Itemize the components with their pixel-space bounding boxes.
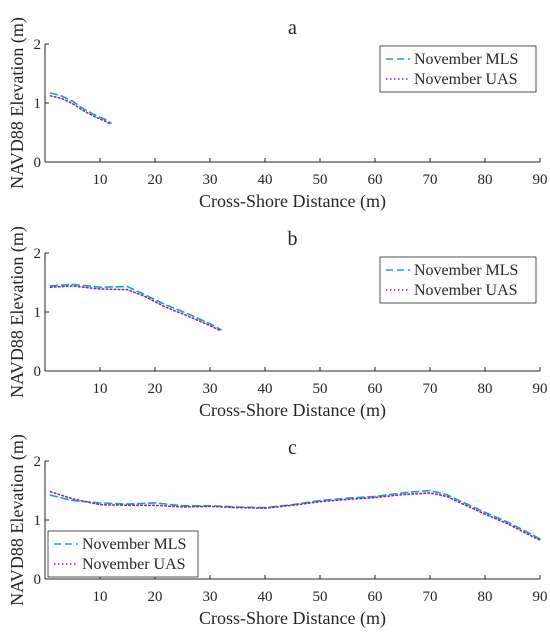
y-tick-label: 0 bbox=[34, 572, 42, 588]
legend-label: November UAS bbox=[414, 282, 518, 299]
series-line-mls bbox=[49, 283, 222, 331]
x-tick-label: 30 bbox=[203, 589, 218, 605]
x-tick-label: 30 bbox=[203, 381, 218, 397]
x-tick-label: 10 bbox=[93, 381, 108, 397]
x-tick-label: 50 bbox=[313, 589, 328, 605]
x-tick-label: 80 bbox=[478, 172, 493, 188]
x-tick-label: 70 bbox=[423, 172, 438, 188]
x-tick-label: 10 bbox=[93, 172, 108, 188]
legend-label: November UAS bbox=[414, 71, 518, 88]
x-tick-label: 40 bbox=[258, 589, 273, 605]
series-line-uas bbox=[49, 490, 541, 541]
x-tick-label: 20 bbox=[148, 172, 163, 188]
x-tick-label: 50 bbox=[313, 381, 328, 397]
panel-title: b bbox=[288, 228, 298, 250]
series-line-uas bbox=[49, 285, 222, 332]
chart-panel-a: 10 20 30 40 50 60 70 80 90 0 1 2 a Cross-Shore Distan… bbox=[7, 17, 548, 212]
legend-label: November MLS bbox=[414, 51, 518, 68]
legend-box bbox=[47, 530, 199, 578]
x-tick-label: 90 bbox=[533, 381, 548, 397]
legend-box bbox=[379, 45, 537, 93]
legend-label: November UAS bbox=[82, 556, 186, 573]
x-tick-label: 60 bbox=[368, 172, 383, 188]
x-tick-label: 60 bbox=[368, 381, 383, 397]
legend-label: November MLS bbox=[414, 262, 518, 279]
x-tick-label: 10 bbox=[93, 589, 108, 605]
y-axis-title: NAVD88 Elevation (m) bbox=[7, 434, 28, 606]
panel-title: c bbox=[288, 437, 297, 459]
y-tick-label: 0 bbox=[34, 155, 42, 171]
legend: November MLS November UAS bbox=[379, 256, 537, 304]
legend: November MLS November UAS bbox=[379, 45, 537, 93]
chart-panel-b: 10 20 30 40 50 60 70 80 90 0 1 2 b Cross-Shore Distan… bbox=[7, 226, 548, 421]
y-tick-label: 0 bbox=[34, 364, 42, 380]
series-line-mls bbox=[49, 92, 112, 124]
y-tick-label: 1 bbox=[34, 96, 42, 112]
x-tick-label: 70 bbox=[423, 589, 438, 605]
series-line-uas bbox=[49, 95, 112, 125]
x-tick-label: 80 bbox=[478, 381, 493, 397]
panel-title: a bbox=[288, 17, 297, 39]
x-axis-title: Cross-Shore Distance (m) bbox=[199, 608, 386, 629]
legend-box bbox=[379, 256, 537, 304]
y-axis-title: NAVD88 Elevation (m) bbox=[7, 226, 28, 398]
legend-label: November MLS bbox=[82, 536, 186, 553]
x-tick-label: 90 bbox=[533, 589, 548, 605]
x-axis-title: Cross-Shore Distance (m) bbox=[199, 400, 386, 421]
x-tick-label: 30 bbox=[203, 172, 218, 188]
series-line-mls bbox=[49, 489, 541, 540]
chart-panel-c: 10 20 30 40 50 60 70 80 90 0 1 2 c Cross-Shore Distan… bbox=[7, 434, 548, 629]
x-tick-label: 70 bbox=[423, 381, 438, 397]
y-tick-label: 2 bbox=[34, 246, 42, 262]
legend: November MLS November UAS bbox=[47, 530, 199, 578]
x-tick-label: 20 bbox=[148, 589, 163, 605]
y-tick-label: 2 bbox=[34, 37, 42, 53]
x-tick-label: 80 bbox=[478, 589, 493, 605]
x-tick-label: 20 bbox=[148, 381, 163, 397]
y-tick-label: 1 bbox=[34, 513, 42, 529]
x-axis-title: Cross-Shore Distance (m) bbox=[199, 191, 386, 212]
x-tick-label: 90 bbox=[533, 172, 548, 188]
y-tick-label: 1 bbox=[34, 305, 42, 321]
x-tick-label: 60 bbox=[368, 589, 383, 605]
x-tick-label: 40 bbox=[258, 381, 273, 397]
y-axis-title: NAVD88 Elevation (m) bbox=[7, 17, 28, 189]
x-tick-label: 50 bbox=[313, 172, 328, 188]
y-tick-label: 2 bbox=[34, 454, 42, 470]
x-tick-label: 40 bbox=[258, 172, 273, 188]
